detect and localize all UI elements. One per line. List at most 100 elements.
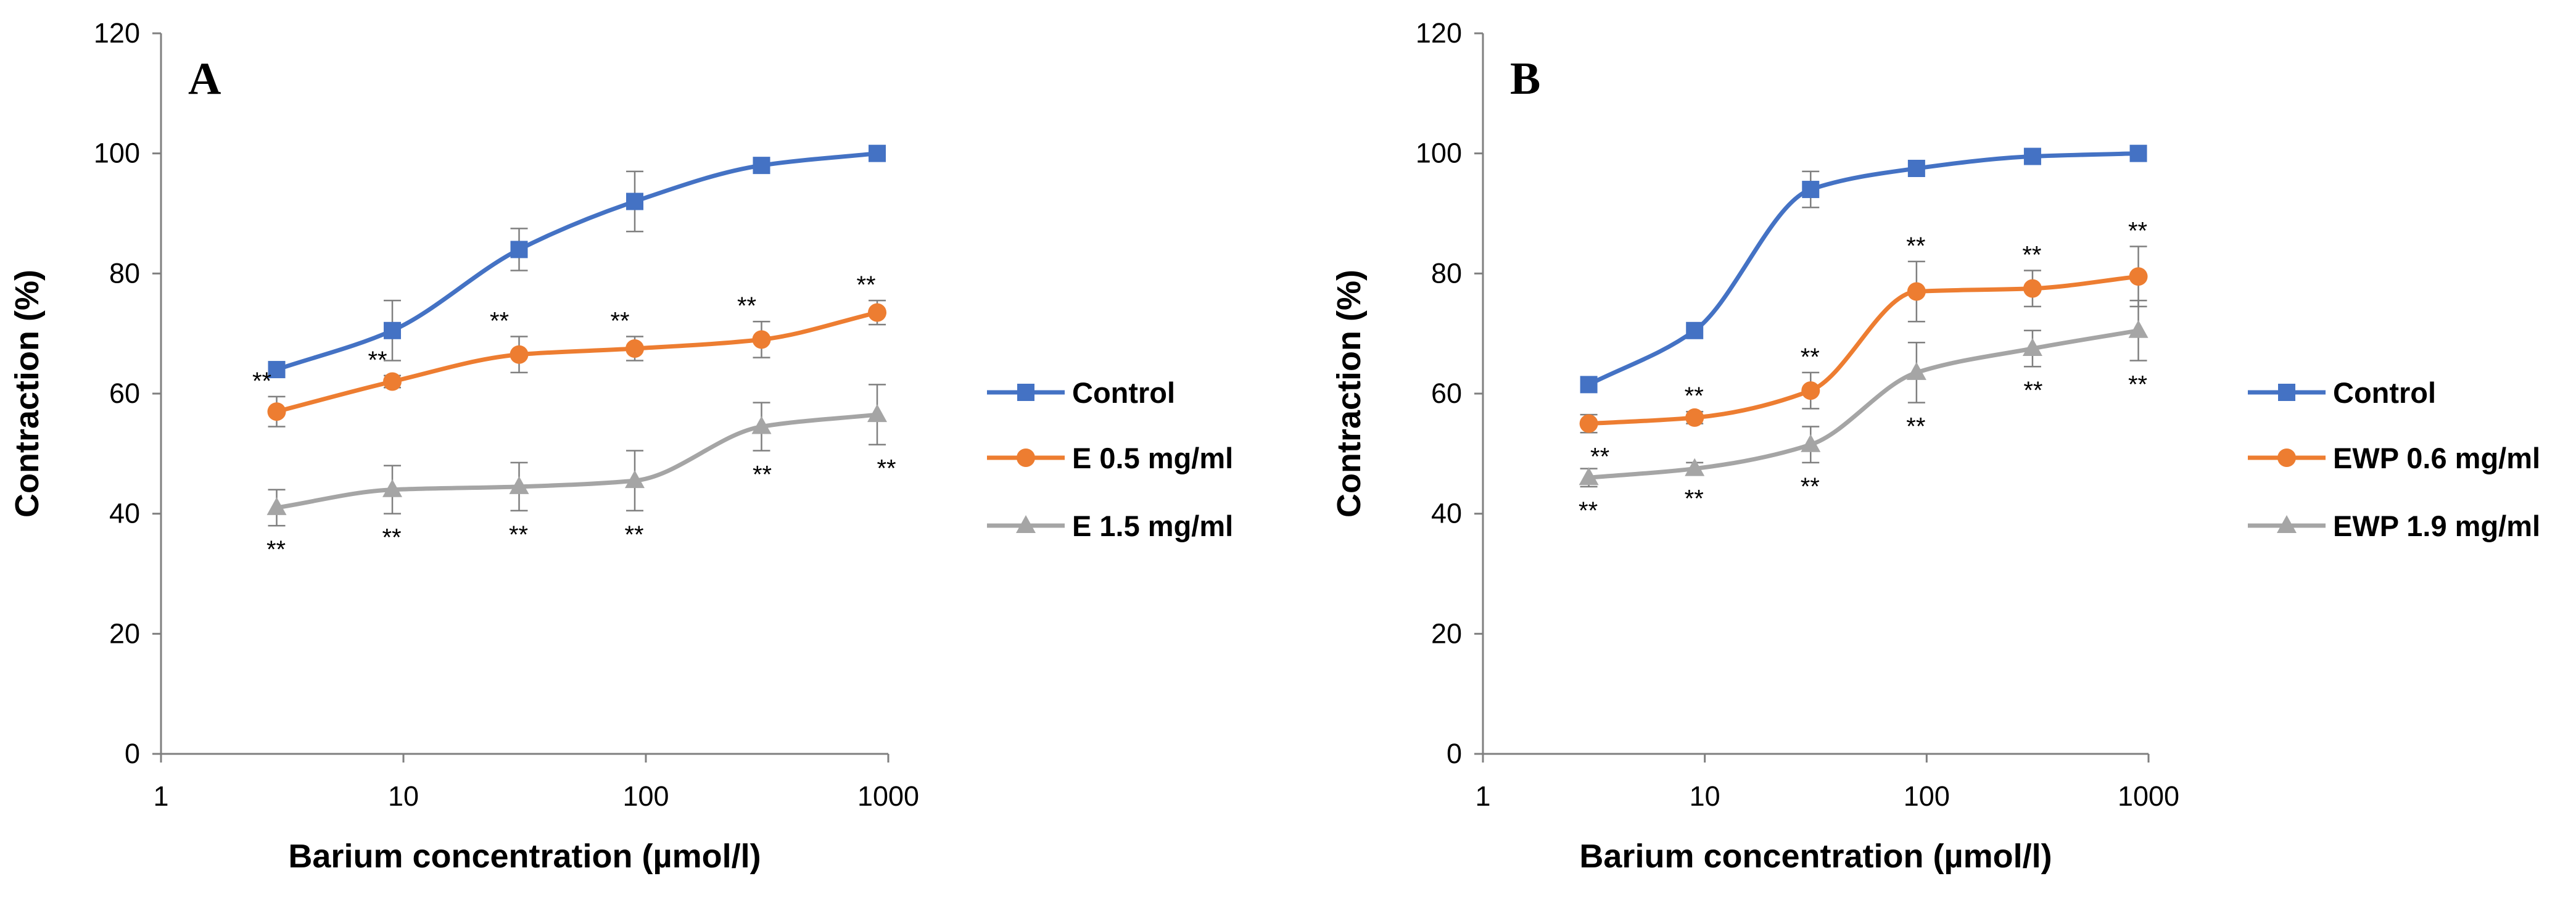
significance-label: ** bbox=[1906, 233, 1925, 260]
data-point-square bbox=[384, 321, 402, 339]
data-point-triangle bbox=[266, 497, 287, 515]
data-point-circle bbox=[1801, 381, 1820, 400]
legend-label: E 0.5 mg/ml bbox=[1072, 442, 1233, 474]
data-point-square bbox=[1907, 160, 1925, 177]
y-tick-label: 80 bbox=[1431, 257, 1462, 289]
data-point-circle bbox=[1907, 282, 1926, 301]
data-point-square bbox=[1802, 181, 1820, 199]
legend-label: Control bbox=[2333, 376, 2436, 409]
x-tick-label: 100 bbox=[622, 780, 669, 812]
y-tick-label: 80 bbox=[109, 257, 140, 289]
y-tick-label: 40 bbox=[109, 498, 140, 529]
data-point-circle bbox=[752, 330, 771, 349]
y-tick-label: 20 bbox=[1431, 618, 1462, 649]
significance-label: ** bbox=[2022, 241, 2041, 268]
y-tick-label: 0 bbox=[125, 738, 140, 769]
legend-label: E 1.5 mg/ml bbox=[1072, 510, 1233, 542]
series-line bbox=[1587, 328, 2141, 480]
data-point-triangle bbox=[625, 470, 645, 489]
series-control bbox=[268, 144, 886, 379]
legend-marker-circle bbox=[2277, 448, 2296, 467]
legend-label: EWP 1.9 mg/ml bbox=[2333, 510, 2540, 542]
data-point-square bbox=[2023, 147, 2041, 165]
data-point-square bbox=[510, 241, 528, 258]
significance-label: ** bbox=[2023, 377, 2042, 404]
x-tick-label: 10 bbox=[1690, 780, 1720, 812]
y-tick-label: 120 bbox=[94, 17, 140, 49]
y-axis-title: Contraction (%) bbox=[9, 270, 46, 518]
series-control bbox=[1580, 144, 2147, 394]
significance-label: ** bbox=[1685, 382, 1704, 410]
data-point-circle bbox=[267, 402, 286, 421]
y-tick-label: 60 bbox=[109, 378, 140, 409]
series-line bbox=[275, 310, 880, 414]
data-point-circle bbox=[383, 372, 402, 391]
significance-label: ** bbox=[624, 521, 643, 548]
legend-label: Control bbox=[1072, 376, 1175, 409]
legend-marker-circle bbox=[1017, 448, 1035, 467]
y-tick-label: 100 bbox=[1416, 138, 1462, 169]
x-tick-label: 10 bbox=[388, 780, 419, 812]
data-point-triangle bbox=[1685, 458, 1705, 476]
y-tick-label: 60 bbox=[1431, 378, 1462, 409]
y-tick-label: 40 bbox=[1431, 498, 1462, 529]
series-line bbox=[1587, 274, 2141, 426]
significance-label: ** bbox=[856, 271, 875, 299]
series-line bbox=[1587, 151, 2141, 387]
legend-item: EWP 1.9 mg/ml bbox=[2248, 510, 2540, 542]
data-point-triangle bbox=[1801, 434, 1821, 452]
x-tick-label: 1000 bbox=[857, 780, 919, 812]
data-point-triangle bbox=[1906, 362, 1926, 380]
significance-label: ** bbox=[368, 347, 387, 374]
x-axis-title: Barium concentration (µmol/l) bbox=[1579, 838, 2052, 875]
data-point-square bbox=[1686, 321, 1704, 339]
y-tick-label: 0 bbox=[1447, 738, 1462, 769]
data-point-square bbox=[753, 157, 770, 175]
data-point-square bbox=[268, 361, 286, 379]
legend-marker-square bbox=[2278, 384, 2295, 401]
legend-item: Control bbox=[2248, 376, 2436, 409]
panel-label: B bbox=[1510, 54, 1540, 104]
data-point-triangle bbox=[2022, 338, 2042, 356]
data-point-circle bbox=[1579, 414, 1598, 433]
legend-marker-square bbox=[1017, 384, 1034, 401]
significance-label: ** bbox=[252, 368, 271, 395]
significance-label: ** bbox=[382, 524, 401, 552]
data-point-triangle bbox=[509, 476, 529, 494]
data-point-triangle bbox=[751, 416, 772, 434]
series-ewp-0-6-mg-ml: ** ** ** ** ** ** bbox=[1579, 218, 2148, 470]
x-tick-label: 1 bbox=[1475, 780, 1490, 812]
data-point-square bbox=[1580, 376, 1598, 394]
significance-label: ** bbox=[1906, 413, 1925, 440]
data-point-triangle bbox=[382, 479, 403, 497]
x-tick-label: 100 bbox=[1904, 780, 1950, 812]
significance-label: ** bbox=[610, 308, 629, 335]
significance-label: ** bbox=[490, 308, 509, 335]
x-tick-label: 1 bbox=[153, 780, 168, 812]
data-point-circle bbox=[510, 345, 529, 364]
legend-marker-triangle bbox=[1016, 515, 1036, 533]
significance-label: ** bbox=[753, 461, 772, 488]
legend-item: E 1.5 mg/ml bbox=[987, 510, 1233, 542]
data-point-circle bbox=[625, 339, 645, 358]
significance-label: ** bbox=[737, 292, 756, 320]
data-point-square bbox=[2129, 144, 2147, 162]
significance-label: ** bbox=[266, 536, 286, 563]
data-point-circle bbox=[2129, 267, 2148, 286]
significance-label: ** bbox=[877, 455, 896, 482]
series-e-0-5-mg-ml: ** ** ** ** ** ** bbox=[252, 271, 887, 428]
significance-label: ** bbox=[1801, 473, 1820, 500]
significance-label: ** bbox=[1579, 497, 1598, 524]
significance-label: ** bbox=[509, 521, 528, 548]
data-point-triangle bbox=[867, 404, 888, 423]
y-tick-label: 20 bbox=[109, 618, 140, 649]
y-axis-title: Contraction (%) bbox=[1331, 270, 1368, 518]
data-point-triangle bbox=[1579, 467, 1599, 486]
data-point-circle bbox=[1685, 408, 1704, 427]
data-point-circle bbox=[868, 303, 887, 322]
legend-item: EWP 0.6 mg/ml bbox=[2248, 442, 2540, 474]
series-e-1-5-mg-ml: ** ** ** ** ** ** bbox=[266, 384, 896, 563]
y-tick-label: 100 bbox=[94, 138, 140, 169]
